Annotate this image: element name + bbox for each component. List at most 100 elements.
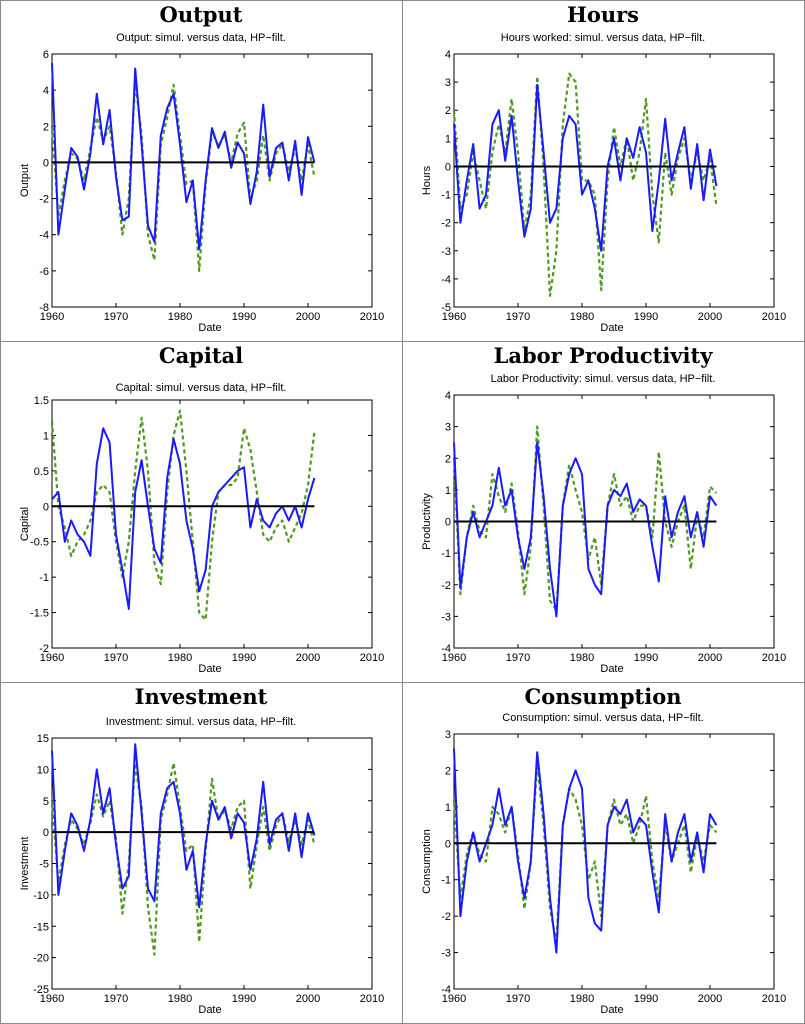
y-tick-label: 1 (445, 802, 451, 814)
y-tick-label: 6 (43, 49, 49, 61)
y-tick-label: -6 (39, 266, 49, 278)
y-tick-label: -0.5 (30, 537, 49, 549)
plot-area (51, 53, 373, 308)
panel-capital: Capital Capital: simul. versus data, HP−… (0, 341, 402, 682)
x-tick-label: 2010 (360, 311, 384, 323)
x-tick-label: 1990 (634, 652, 658, 664)
x-tick-label: 2000 (296, 311, 320, 323)
data-series-line (452, 72, 718, 297)
y-tick-label: -3 (441, 611, 451, 623)
y-tick-label: -20 (33, 953, 49, 965)
panel-hours: Hours Hours worked: simul. versus data, … (402, 0, 804, 341)
y-axis-label: Output (19, 164, 31, 197)
y-tick-label: 4 (445, 390, 451, 402)
y-tick-label: 3 (445, 729, 451, 741)
y-tick-label: -2 (39, 643, 49, 655)
x-tick-label: 1960 (40, 993, 64, 1005)
y-tick-label: -8 (39, 302, 49, 314)
data-series-line (50, 79, 316, 272)
data-series-line (50, 409, 316, 621)
x-tick-label: 1970 (506, 993, 530, 1005)
x-tick-label: 2010 (360, 993, 384, 1005)
y-tick-label: 1.5 (34, 395, 49, 407)
panel-title: Labor Productivity (493, 343, 713, 368)
y-tick-label: 0 (445, 161, 451, 173)
x-tick-label: 1960 (442, 652, 466, 664)
panel-output: Output Output: simul. versus data, HP−fi… (0, 0, 402, 341)
y-tick-label: 4 (445, 49, 451, 61)
y-tick-label: 3 (445, 422, 451, 434)
x-tick-label: 2000 (296, 993, 320, 1005)
simulation-series-line (51, 427, 316, 610)
y-tick-label: 1 (43, 430, 49, 442)
panel-subtitle: Hours worked: simul. versus data, HP−fil… (500, 32, 706, 44)
y-tick-label: -2 (441, 218, 451, 230)
x-tick-label: 1970 (104, 311, 128, 323)
x-tick-label: 1960 (442, 311, 466, 323)
x-tick-label: 1980 (570, 993, 594, 1005)
x-tick-label: 1980 (168, 993, 192, 1005)
simulation-series-line (453, 441, 718, 618)
labor-productivity-chart: 1960 1970 1980 1990 2000 2010 4 3 2 1 0 -1 -2 -3 -4 Dat… (421, 390, 786, 675)
y-axis-label: Consumption (421, 829, 433, 894)
plot-area (51, 737, 373, 990)
frame-row-divider-1 (0, 341, 805, 342)
y-tick-label: -2 (39, 194, 49, 206)
y-tick-label: 5 (43, 796, 49, 808)
data-series-line (452, 761, 718, 943)
frame-row-divider-2 (0, 682, 805, 683)
x-tick-label: 1970 (104, 652, 128, 664)
y-tick-label: 0 (43, 157, 49, 169)
y-tick-label: 2 (445, 105, 451, 117)
x-tick-label: 1990 (634, 993, 658, 1005)
x-tick-label: 1990 (232, 993, 256, 1005)
y-tick-label: -25 (33, 984, 49, 996)
x-tick-label: 2000 (698, 993, 722, 1005)
frame-middle-vertical (402, 0, 403, 1024)
y-tick-label: -3 (441, 948, 451, 960)
x-tick-label: 2010 (762, 652, 786, 664)
x-axis-label: Date (198, 663, 221, 675)
simulation-series-line (453, 83, 718, 252)
simulation-series-line (51, 62, 316, 251)
simulation-series-line (453, 748, 718, 954)
x-tick-label: 1990 (232, 311, 256, 323)
x-axis-label: Date (600, 1004, 623, 1016)
panel-title: Consumption (524, 684, 682, 709)
panel-subtitle: Capital: simul. versus data, HP−filt. (115, 382, 287, 394)
y-tick-label: 0 (43, 501, 49, 513)
x-tick-label: 1970 (506, 311, 530, 323)
x-tick-label: 2000 (698, 311, 722, 323)
panel-title: Hours (566, 2, 639, 27)
y-tick-label: -4 (39, 230, 49, 242)
x-tick-label: 2000 (698, 652, 722, 664)
y-axis-label: Capital (19, 507, 31, 541)
y-tick-label: -1 (39, 572, 49, 584)
y-tick-label: 2 (43, 121, 49, 133)
x-axis-label: Date (600, 663, 623, 675)
panel-subtitle: Output: simul. versus data, HP−filt. (116, 32, 286, 44)
y-tick-label: -4 (441, 984, 451, 996)
x-tick-label: 1980 (168, 311, 192, 323)
data-series-line (50, 761, 316, 956)
y-tick-label: -4 (441, 643, 451, 655)
panel-title: Capital (158, 343, 244, 368)
plot-area (51, 399, 373, 649)
y-tick-label: -1 (441, 548, 451, 560)
y-tick-label: 0 (43, 827, 49, 839)
panel-consumption: Consumption Consumption: simul. versus d… (402, 682, 804, 1023)
y-axis-label: Investment (19, 837, 31, 891)
x-tick-label: 1980 (570, 311, 594, 323)
x-tick-label: 2010 (762, 311, 786, 323)
y-tick-label: 1 (445, 133, 451, 145)
x-tick-label: 1960 (40, 311, 64, 323)
y-tick-label: -5 (441, 302, 451, 314)
y-tick-label: -1.5 (30, 608, 49, 620)
y-tick-label: -1 (441, 190, 451, 202)
y-tick-label: 0 (445, 838, 451, 850)
y-axis-label: Productivity (421, 493, 433, 550)
panel-labor-productivity: Labor Productivity Labor Productivity: s… (402, 341, 804, 682)
y-tick-label: -1 (441, 875, 451, 887)
x-axis-label: Date (198, 322, 221, 334)
